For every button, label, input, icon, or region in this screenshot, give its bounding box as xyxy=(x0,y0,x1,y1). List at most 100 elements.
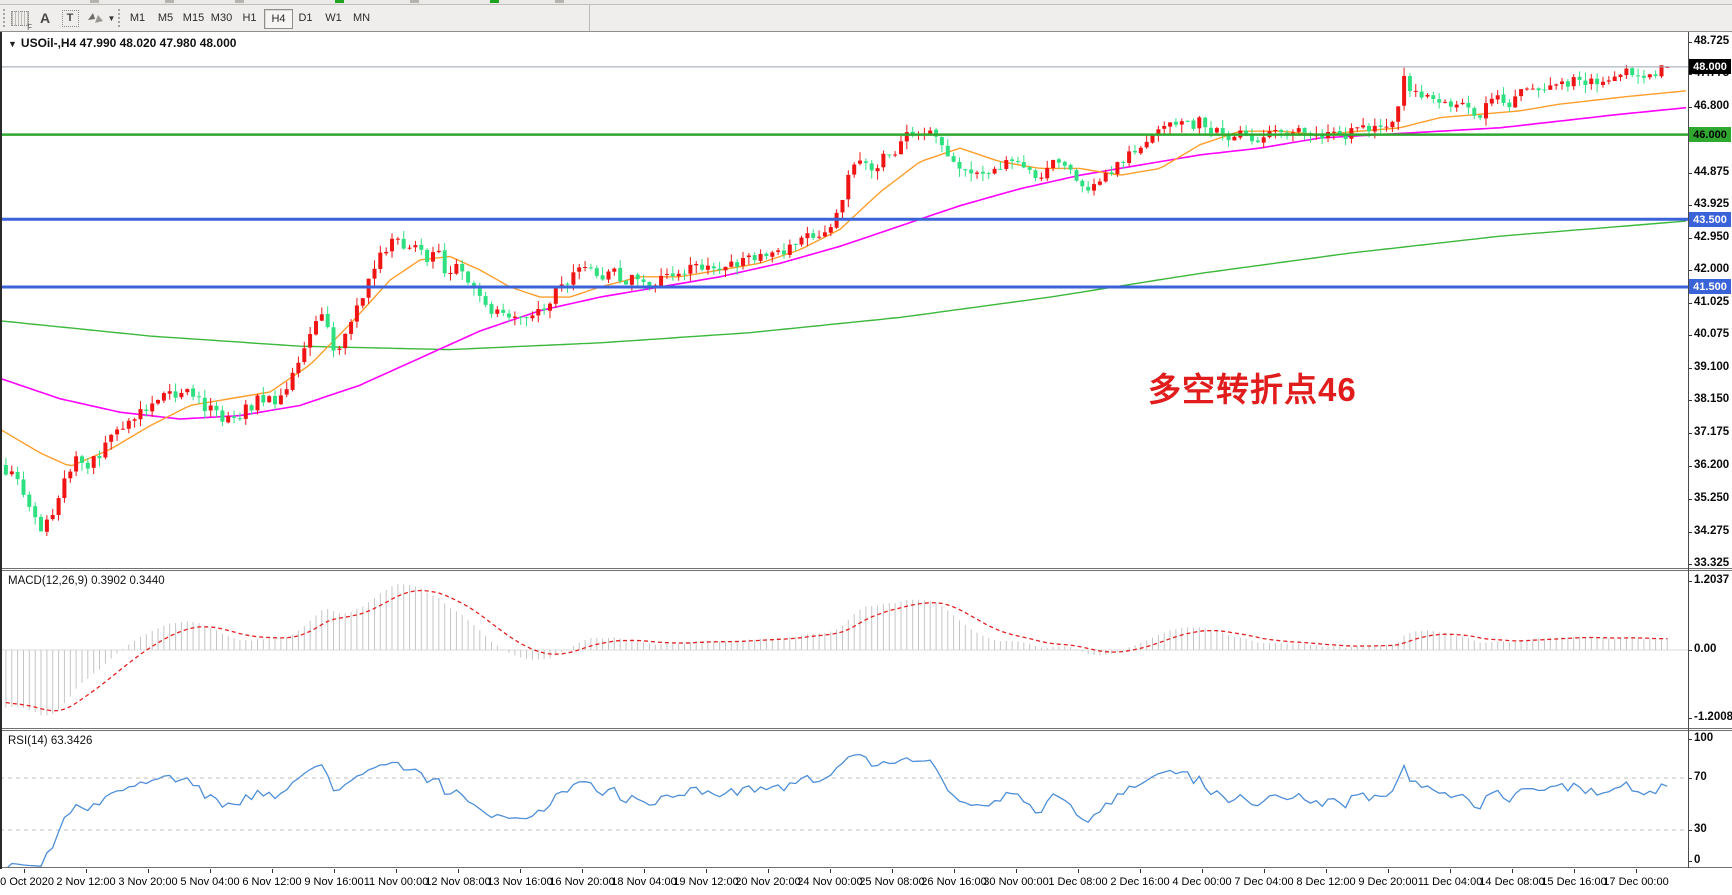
time-axis-label: 14 Dec 08:00 xyxy=(1479,876,1545,888)
moving-average-line xyxy=(0,106,1687,420)
price-tick-label: 36.200 xyxy=(1694,459,1730,471)
level-price-label: 46.000 xyxy=(1689,127,1731,142)
axis-tick xyxy=(1688,466,1692,467)
axis-tick xyxy=(1688,400,1692,401)
panel-separator[interactable] xyxy=(0,570,1732,571)
time-axis-label: 11 Nov 00:00 xyxy=(363,876,429,888)
cutoff-icon-stub xyxy=(490,0,499,3)
panel-separator xyxy=(0,867,1732,868)
rsi-line xyxy=(7,753,1668,867)
letter-a-icon: A xyxy=(39,10,51,26)
time-axis-label: 19 Nov 12:00 xyxy=(673,876,739,888)
time-axis-tick xyxy=(830,869,831,873)
cutoff-toolbar-row xyxy=(0,0,1732,5)
macd-tick-label: 0.00 xyxy=(1694,643,1717,655)
chart-window[interactable]: ▼ USOil-,H4 47.990 48.020 47.980 48.000 M… xyxy=(0,31,1732,895)
timeframe-button-h1[interactable]: H1 xyxy=(242,12,257,24)
timeframe-button-w1[interactable]: W1 xyxy=(325,12,342,24)
chart-title[interactable]: ▼ USOil-,H4 47.990 48.020 47.980 48.000 xyxy=(8,36,236,50)
toolbar-grip[interactable] xyxy=(3,9,9,27)
toolbar-block: F A T ▼ M1 M5 M15 M30 H1 H4 D1 W1 MN xyxy=(0,5,590,32)
time-axis-tick xyxy=(768,869,769,873)
macd-indicator-label: MACD(12,26,9) 0.3902 0.3440 xyxy=(8,575,165,587)
cutoff-icon-stub xyxy=(555,0,564,3)
time-axis-label: 18 Nov 04:00 xyxy=(611,876,677,888)
time-axis-tick xyxy=(1264,869,1265,873)
timeframe-button-m30[interactable]: M30 xyxy=(210,12,233,24)
axis-border xyxy=(1688,32,1689,868)
time-axis-label: 11 Dec 04:00 xyxy=(1417,876,1483,888)
rsi-tick-label: 0 xyxy=(1694,854,1701,866)
time-axis-tick xyxy=(1636,869,1637,873)
price-tick-label: 40.075 xyxy=(1694,328,1730,340)
timeframe-button-m5[interactable]: M5 xyxy=(157,12,174,24)
level-price-label: 41.500 xyxy=(1689,279,1731,294)
text-tool-button[interactable]: T xyxy=(60,8,80,28)
time-axis-label: 5 Nov 04:00 xyxy=(180,876,240,888)
timeframe-button-m1[interactable]: M1 xyxy=(129,12,146,24)
rsi-tick-label: 70 xyxy=(1694,771,1707,783)
time-axis-tick xyxy=(396,869,397,873)
window-left-border xyxy=(0,32,2,895)
candlestick-plot[interactable] xyxy=(0,32,1688,570)
time-axis-tick xyxy=(148,869,149,873)
cutoff-icon-stub xyxy=(235,0,244,3)
time-axis-tick xyxy=(272,869,273,873)
time-axis-label: 2 Dec 16:00 xyxy=(1110,876,1170,888)
moving-average-line xyxy=(0,220,1687,351)
axis-tick xyxy=(1688,107,1692,108)
price-tick-label: 37.175 xyxy=(1694,426,1730,438)
price-tick-label: 43.925 xyxy=(1694,198,1730,210)
rsi-axis[interactable]: 100 70 30 0 xyxy=(1688,731,1732,868)
time-axis-tick xyxy=(1078,869,1079,873)
price-tick-label: 39.100 xyxy=(1694,361,1730,373)
time-axis-label: 25 Nov 08:00 xyxy=(859,876,925,888)
panel-separator[interactable] xyxy=(0,730,1732,731)
shapes-icon xyxy=(87,13,103,23)
price-tick-label: 42.950 xyxy=(1694,231,1730,243)
symbol-ohlc-text: USOil-,H4 47.990 48.020 47.980 48.000 xyxy=(20,36,237,50)
macd-plot[interactable] xyxy=(0,571,1688,728)
grid-f-label: F xyxy=(27,23,32,32)
rsi-plot[interactable] xyxy=(0,731,1688,867)
time-axis-tick xyxy=(1202,869,1203,873)
price-tick-label: 41.025 xyxy=(1694,296,1730,308)
time-axis-tick xyxy=(644,869,645,873)
shapes-menu-button[interactable]: ▼ xyxy=(86,8,116,28)
macd-tick-label: -1.2008 xyxy=(1694,711,1732,723)
price-tick-label: 34.275 xyxy=(1694,525,1730,537)
arrow-label-button[interactable]: A xyxy=(36,8,54,28)
crosshair-grid-button[interactable]: F xyxy=(10,8,32,32)
cutoff-icon-stub xyxy=(335,0,344,3)
timeframe-button-h4[interactable]: H4 xyxy=(264,9,293,29)
time-axis-tick xyxy=(892,869,893,873)
time-axis-label: 13 Nov 16:00 xyxy=(487,876,553,888)
time-axis-label: 30 Nov 00:00 xyxy=(983,876,1049,888)
timeframe-button-d1[interactable]: D1 xyxy=(298,12,313,24)
time-axis-label: 16 Nov 20:00 xyxy=(549,876,615,888)
current-price-label: 48.000 xyxy=(1689,59,1731,74)
price-tick-label: 46.800 xyxy=(1694,100,1730,112)
price-axis[interactable]: 48.72547.77546.80045.85044.87543.92542.9… xyxy=(1688,32,1732,569)
axis-tick xyxy=(1688,532,1692,533)
rsi-tick-label: 30 xyxy=(1694,823,1707,835)
time-axis-tick xyxy=(458,869,459,873)
toolbar-separator xyxy=(118,9,124,27)
chinese-annotation-text: 多空转折点46 xyxy=(1148,371,1357,408)
axis-tick xyxy=(1688,499,1692,500)
time-axis-tick xyxy=(334,869,335,873)
axis-tick xyxy=(1688,564,1692,565)
price-tick-label: 42.000 xyxy=(1694,263,1730,275)
symbol-dropdown-icon[interactable]: ▼ xyxy=(8,39,17,49)
axis-tick xyxy=(1688,303,1692,304)
price-tick-label: 48.725 xyxy=(1694,35,1730,47)
time-axis-tick xyxy=(1450,869,1451,873)
panel-separator[interactable] xyxy=(0,728,1732,729)
time-axis[interactable]: 30 Oct 2020 2 Nov 12:00 3 Nov 20:00 5 Nov 0… xyxy=(0,869,1732,895)
timeframe-button-mn[interactable]: MN xyxy=(352,12,371,24)
macd-axis[interactable]: 1.2037 0.00 -1.2008 xyxy=(1688,571,1732,729)
panel-separator[interactable] xyxy=(0,568,1732,569)
timeframe-button-m15[interactable]: M15 xyxy=(182,12,205,24)
time-axis-tick xyxy=(582,869,583,873)
